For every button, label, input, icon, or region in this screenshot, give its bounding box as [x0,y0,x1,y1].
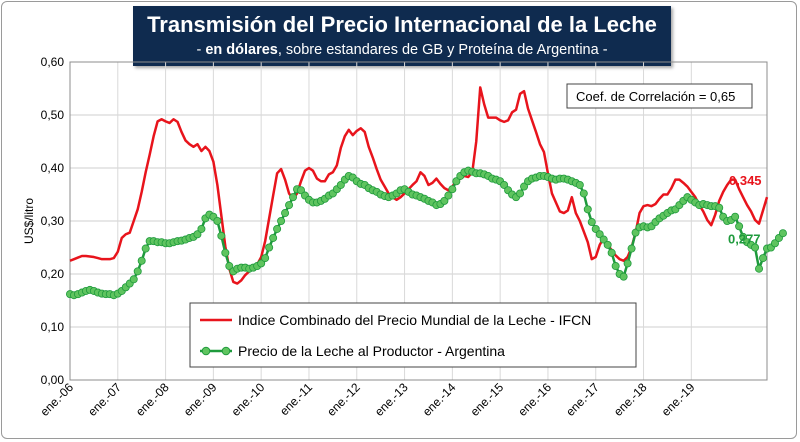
data-point-productor [336,180,345,189]
legend-label-productor: Precio de la Leche al Productor - Argent… [238,343,505,359]
chart-title: Transmisión del Precio Internacional de … [147,12,657,37]
data-point-productor [448,185,457,194]
chart-subtitle: - en dólares, sobre estandares de GB y P… [133,40,671,60]
x-tick-label: ene.-13 [372,380,411,419]
data-point-productor [739,232,748,241]
data-point-productor [619,272,628,281]
data-point-productor [520,182,529,191]
correlation-annotation: Coef. de Correlación = 0,65 [566,83,753,109]
data-point-productor [261,254,270,263]
x-tick-label: ene.-12 [324,380,363,419]
data-point-productor [770,239,779,248]
data-point-productor [265,243,274,252]
x-tick-label: ene.-10 [229,380,268,419]
x-tick-label: ene.-16 [515,380,554,419]
data-point-productor [444,191,453,200]
data-point-productor [273,224,282,233]
data-point-productor [583,205,592,214]
x-tick-label: ene.-18 [611,380,650,419]
data-point-productor [129,275,138,284]
data-point-productor [623,259,632,268]
data-point-productor [213,216,222,225]
data-point-productor [778,229,787,238]
y-tick-label: 0,40 [41,161,65,175]
series-line-productor [69,169,784,297]
data-point-productor [221,248,230,257]
legend-box [189,302,637,368]
data-point-productor [500,180,509,189]
x-tick-label: ene.-09 [181,380,220,419]
subtitle-rest: , sobre estandares de GB y Proteína de A… [277,42,608,58]
legend: Indice Combinado del Precio Mundial de l… [189,302,637,368]
data-point-productor [197,224,206,233]
data-point-productor [281,209,290,218]
data-point-productor [611,262,620,271]
data-point-productor [141,244,150,253]
x-tick-label: ene.-08 [133,380,172,419]
y-tick-label: 0,50 [41,108,65,122]
data-point-productor [603,240,612,249]
data-point-productor [575,180,584,189]
data-point-productor [715,203,724,212]
data-point-productor [137,256,146,265]
x-tick-label: ene.-17 [563,380,602,419]
y-tick-label: 0,30 [41,214,65,228]
data-point-productor [440,196,449,205]
data-point-productor [225,262,234,271]
data-point-productor [269,233,278,242]
data-point-productor [607,248,616,257]
data-point-productor [277,216,286,225]
y-tick-label: 0,20 [41,267,65,281]
plot-area [69,61,768,381]
y-tick-label: 0,10 [41,320,65,334]
series-line-ifcn [69,86,769,285]
data-point-productor [579,189,588,198]
data-point-productor [631,228,640,237]
x-tick-label: ene.-11 [277,380,315,418]
x-tick-label: ene.-15 [468,380,507,419]
annotation-text: Coef. de Correlación = 0,65 [576,89,735,104]
data-point-productor [759,254,768,263]
data-point-productor [193,230,202,239]
data-point-productor [751,243,760,252]
x-tick-label: ene.-14 [420,380,459,419]
x-tick-label: ene.-07 [85,380,124,419]
legend-marker-productor [201,346,211,356]
legend-marker-productor [221,346,231,356]
y-axis-label: US$/litro [22,198,36,244]
end-value-label-ifcn: 0,345 [729,173,762,188]
x-tick-label: ene.-19 [659,380,698,419]
data-point-productor [627,244,636,253]
data-point-productor [591,224,600,233]
data-point-productor [257,259,266,268]
data-point-productor [217,231,226,240]
subtitle-prefix: - [196,42,206,58]
title-box: Transmisión del Precio Internacional de … [133,6,671,66]
annotation-box [566,83,753,109]
data-point-productor [452,177,461,186]
data-point-productor [133,267,142,276]
data-point-productor [595,230,604,239]
data-point-productor [755,264,764,273]
data-point-productor [297,186,306,195]
subtitle-bold: en dólares [205,42,278,58]
data-point-productor [599,235,608,244]
legend-label-ifcn: Indice Combinado del Precio Mundial de l… [238,312,591,328]
data-point-productor [735,222,744,231]
end-value-label-productor: 0,277 [728,232,761,247]
data-point-productor [285,201,294,210]
data-point-productor [731,212,740,221]
y-tick-label: 0,00 [41,373,65,387]
data-point-productor [587,218,596,227]
data-point-productor [516,189,525,198]
data-point-productor [289,193,298,202]
series-lines [66,86,787,300]
y-tick-label: 0,60 [41,55,65,69]
